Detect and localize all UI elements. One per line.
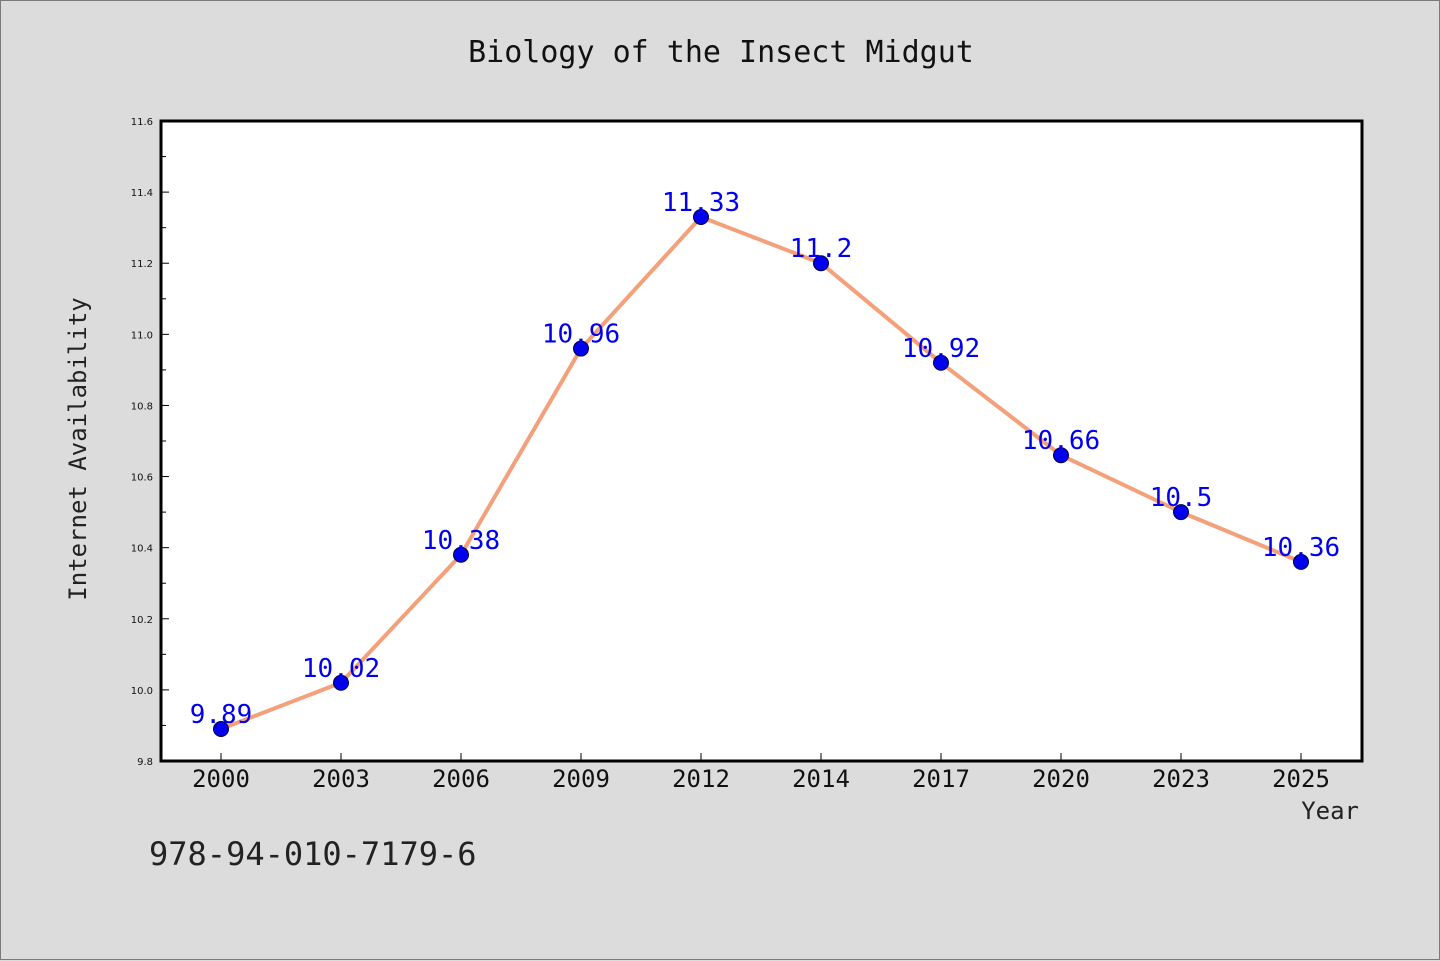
y-tick-label: 11.2 <box>131 259 153 270</box>
y-tick-label: 10.8 <box>131 401 153 412</box>
data-point-label: 11.2 <box>790 234 853 264</box>
data-point-label: 10.66 <box>1022 426 1100 456</box>
data-point-marker <box>453 546 469 563</box>
x-tick-label: 2020 <box>1032 765 1090 793</box>
y-tick-label: 11.0 <box>131 330 153 341</box>
x-tick-label: 2009 <box>552 765 610 793</box>
series-line <box>219 215 1303 731</box>
data-point-label: 11.33 <box>662 188 740 218</box>
plot-area <box>161 121 1362 761</box>
y-tick-label: 10.0 <box>131 686 153 697</box>
x-tick-label: 2017 <box>912 765 970 793</box>
data-point-label: 10.38 <box>422 526 500 556</box>
chart-title: Biology of the Insect Midgut <box>468 35 974 70</box>
data-point-label: 10.92 <box>902 334 980 364</box>
isbn-text: 978-94-010-7179-6 <box>149 835 477 873</box>
x-tick-label: 2006 <box>432 765 490 793</box>
data-point-label: 10.5 <box>1150 483 1213 513</box>
x-axis-label: Year <box>1301 797 1359 825</box>
x-tick-label: 2025 <box>1272 765 1330 793</box>
data-point-label: 10.96 <box>542 320 620 350</box>
data-point-marker <box>573 340 589 357</box>
x-tick-label: 2012 <box>672 765 730 793</box>
data-point-marker <box>1053 447 1069 464</box>
data-point-marker <box>1293 553 1309 570</box>
data-point-marker <box>333 674 349 691</box>
y-tick-label: 10.4 <box>131 544 153 555</box>
data-point-label: 9.89 <box>190 700 253 730</box>
y-tick-label: 10.6 <box>131 473 153 484</box>
data-point-marker <box>813 255 829 272</box>
x-tick-label: 2014 <box>792 765 850 793</box>
data-point-label: 10.36 <box>1262 533 1340 563</box>
x-tick-label: 2003 <box>312 765 370 793</box>
x-tick-label: 2023 <box>1152 765 1210 793</box>
y-tick-label: 11.6 <box>131 117 153 128</box>
data-point-marker <box>693 209 709 225</box>
data-point-label: 10.02 <box>302 654 380 684</box>
data-point-marker <box>1173 504 1189 521</box>
data-point-marker <box>213 721 229 737</box>
y-tick-label: 11.4 <box>131 188 153 199</box>
data-point-marker <box>933 354 949 371</box>
y-tick-label: 10.2 <box>131 615 153 626</box>
y-tick-label: 9.8 <box>137 757 153 768</box>
x-tick-label: 2000 <box>192 765 250 793</box>
